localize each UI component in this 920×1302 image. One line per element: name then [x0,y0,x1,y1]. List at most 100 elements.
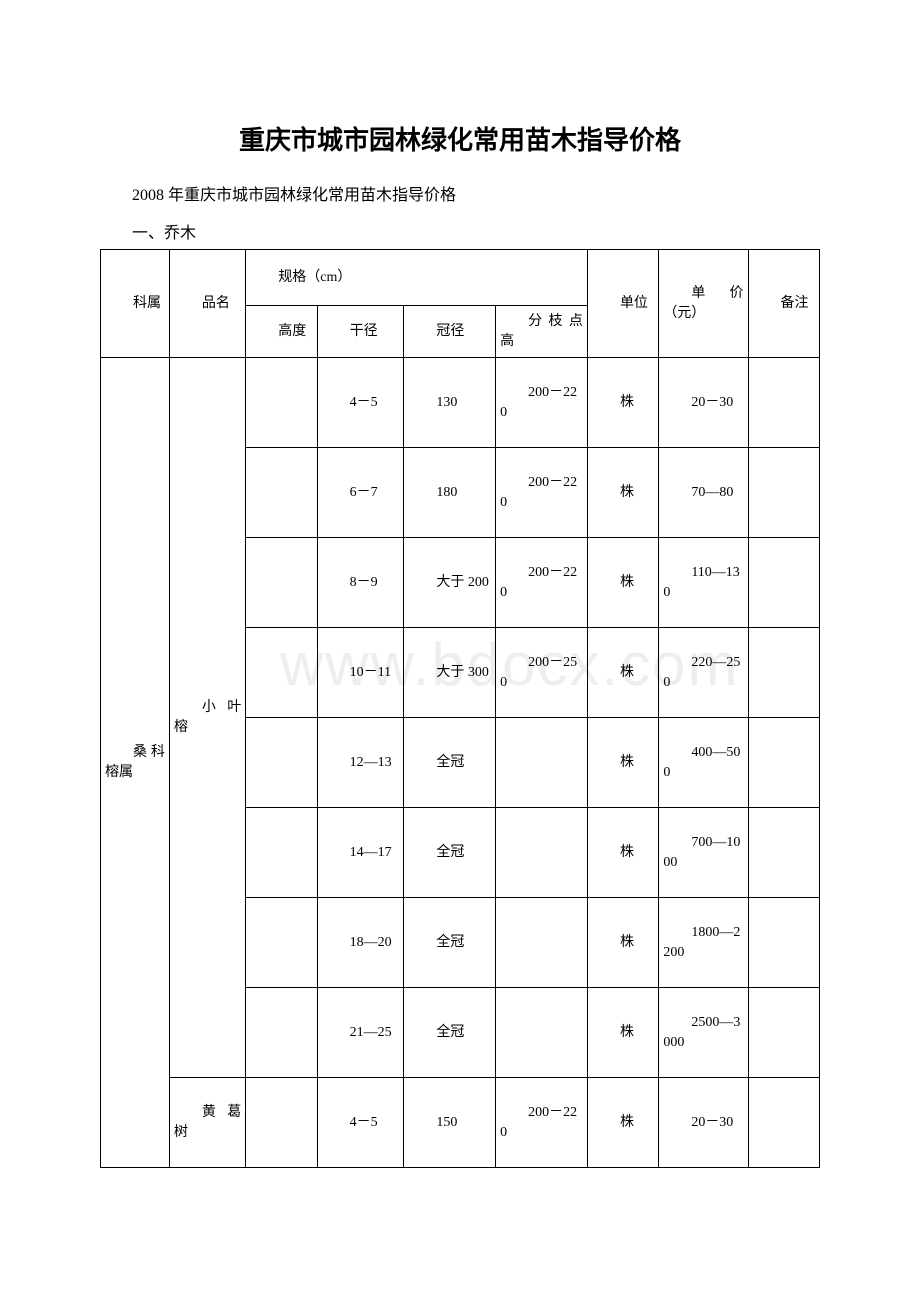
cell-branch [496,988,588,1078]
cell-text: 12—13 [322,753,400,773]
cell-branch: 200－220 [496,538,588,628]
cell-price: 20－30 [659,1078,748,1168]
cell-branch: 200－220 [496,448,588,538]
cell-branch: 200－220 [496,358,588,448]
header-name: 品名 [169,250,245,358]
cell-remark [748,1078,819,1168]
cell-height [246,538,317,628]
cell-remark [748,628,819,718]
cell-text: 株 [592,393,654,413]
header-diameter: 干径 [317,306,404,358]
cell-text: 400—500 [663,743,743,782]
cell-crown: 大于 300 [404,628,496,718]
cell-price: 400—500 [659,718,748,808]
cell-unit: 株 [587,988,658,1078]
cell-remark [748,718,819,808]
cell-text: 20－30 [663,393,743,413]
cell-text: 200－220 [500,563,583,602]
section-heading: 一、乔木 [100,219,820,243]
cell-text: 大于 300 [408,663,491,683]
cell-diameter: 4－5 [317,358,404,448]
cell-text: 200－220 [500,473,583,512]
cell-text: 1800—2200 [663,923,743,962]
cell-family: 桑科 榕属 [101,358,170,1168]
cell-price: 20－30 [659,358,748,448]
cell-unit: 株 [587,898,658,988]
header-family: 科属 [101,250,170,358]
cell-text: 株 [592,843,654,863]
cell-text: 2500—3000 [663,1013,743,1052]
cell-text: 规格（cm） [250,268,583,288]
cell-text: 株 [592,663,654,683]
cell-height [246,628,317,718]
cell-diameter: 12—13 [317,718,404,808]
cell-remark [748,988,819,1078]
cell-unit: 株 [587,358,658,448]
header-branch: 分枝点高 [496,306,588,358]
cell-text: 株 [592,1023,654,1043]
cell-remark [748,898,819,988]
page-subtitle: 2008 年重庆市城市园林绿化常用苗木指导价格 [100,181,820,205]
cell-text: 黄葛树 [174,1103,241,1142]
cell-text: 14—17 [322,843,400,863]
cell-text: 分枝点高 [500,312,583,351]
cell-text: 桑科 榕属 [105,743,165,782]
cell-text: 备注 [753,294,815,314]
cell-text: 大于 200 [408,573,491,593]
cell-text: 科属 [105,294,165,314]
cell-remark [748,448,819,538]
cell-unit: 株 [587,628,658,718]
cell-text: 4－5 [322,393,400,413]
cell-text: 冠径 [408,322,491,342]
table-row: 桑科 榕属 小叶榕 4－5 130 200－220 株 20－30 [101,358,820,448]
cell-crown: 180 [404,448,496,538]
cell-diameter: 14—17 [317,808,404,898]
cell-text: 180 [408,483,491,503]
cell-text: 200－250 [500,653,583,692]
cell-text: 21—25 [322,1023,400,1043]
header-unit: 单位 [587,250,658,358]
page-title: 重庆市城市园林绿化常用苗木指导价格 [100,120,820,157]
cell-text: 全冠 [408,843,491,863]
cell-branch [496,898,588,988]
cell-height [246,988,317,1078]
cell-text: 20－30 [663,1113,743,1133]
cell-branch: 200－220 [496,1078,588,1168]
cell-text: 110—130 [663,563,743,602]
cell-height [246,808,317,898]
cell-price: 2500—3000 [659,988,748,1078]
header-height: 高度 [246,306,317,358]
cell-text: 6－7 [322,483,400,503]
cell-branch [496,808,588,898]
cell-price: 700—1000 [659,808,748,898]
cell-height [246,448,317,538]
cell-text: 8－9 [322,573,400,593]
cell-text: 株 [592,753,654,773]
cell-diameter: 10－11 [317,628,404,718]
cell-remark [748,808,819,898]
cell-text: 株 [592,933,654,953]
cell-diameter: 4－5 [317,1078,404,1168]
cell-branch [496,718,588,808]
cell-name: 黄葛树 [169,1078,245,1168]
cell-price: 70—80 [659,448,748,538]
cell-text: 单位 [592,294,654,314]
cell-text: 单价（元） [663,284,743,323]
header-spec-group: 规格（cm） [246,250,588,306]
cell-text: 全冠 [408,933,491,953]
cell-diameter: 21—25 [317,988,404,1078]
cell-height [246,1078,317,1168]
cell-text: 4－5 [322,1113,400,1133]
cell-text: 小叶榕 [174,698,241,737]
cell-name: 小叶榕 [169,358,245,1078]
cell-text: 品名 [174,294,241,314]
header-price: 单价（元） [659,250,748,358]
cell-text: 220—250 [663,653,743,692]
cell-text: 130 [408,393,491,413]
cell-price: 110—130 [659,538,748,628]
cell-unit: 株 [587,538,658,628]
cell-crown: 全冠 [404,808,496,898]
table-header-row-1: 科属 品名 规格（cm） 单位 单价（元） 备注 [101,250,820,306]
header-remark: 备注 [748,250,819,358]
cell-unit: 株 [587,1078,658,1168]
